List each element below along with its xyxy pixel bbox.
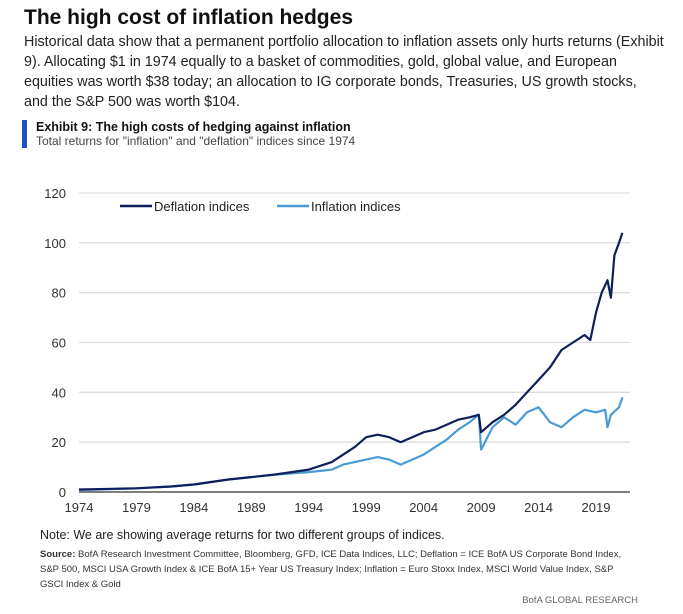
x-tick-label: 1974 [65,500,94,515]
series-line-inflation-indices [78,396,624,492]
x-tick-label: 2009 [467,500,496,515]
x-tick-label: 1999 [352,500,381,515]
brand-label: BofA GLOBAL RESEARCH [522,595,638,606]
x-tick-label: 1989 [237,500,266,515]
exhibit-title: Exhibit 9: The high costs of hedging aga… [36,120,351,134]
source-label: Source: [40,549,76,560]
y-tick-label: 60 [52,336,66,351]
x-tick-label: 1984 [179,500,208,515]
series-line-deflation-indices [78,232,624,491]
y-tick-label: 40 [52,385,66,400]
y-tick-label: 0 [59,485,66,500]
chart-note: Note: We are showing average returns for… [40,528,445,542]
intro-text: Historical data show that a permanent po… [24,34,664,110]
exhibit-subtitle: Total returns for "inflation" and "defla… [36,134,356,148]
x-tick-label: 1979 [122,500,151,515]
x-tick-label: 2004 [409,500,438,515]
source-body: BofA Research Investment Committee, Bloo… [40,549,622,590]
exhibit-header: Exhibit 9: The high costs of hedging aga… [22,120,355,148]
y-tick-label: 80 [52,286,66,301]
line-chart: 0 20 40 60 80 100 120 1974 1979 1984 1989 1994 1999 2… [44,186,630,515]
y-tick-label: 20 [52,435,66,450]
y-tick-label: 120 [44,186,66,201]
x-tick-label: 1994 [294,500,323,515]
legend-label: Deflation indices [154,199,250,214]
source-text: Source: BofA Research Investment Committ… [40,547,630,592]
legend-label: Inflation indices [311,199,401,214]
x-tick-label: 2014 [524,500,553,515]
y-tick-label: 100 [44,236,66,251]
x-tick-label: 2019 [582,500,611,515]
page-title: The high cost of inflation hedges [24,6,353,29]
